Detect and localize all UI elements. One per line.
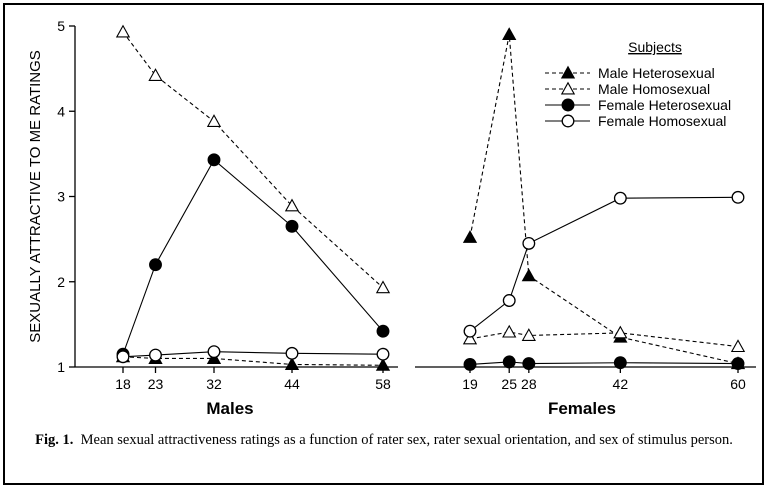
data-point-female-homosexual [285, 346, 299, 360]
x-axis-label-2: Females [548, 399, 616, 418]
data-point-male-homosexual [375, 280, 391, 294]
x-tick-label: 42 [613, 376, 629, 392]
y-tick-label: 2 [57, 274, 65, 290]
x-tick-label: 23 [148, 376, 164, 392]
data-point-male-homosexual [502, 324, 517, 338]
y-tick-label: 1 [57, 359, 65, 375]
data-point-female-homosexual [522, 236, 536, 250]
data-point-female-heterosexual [285, 219, 299, 233]
x-tick-label: 18 [115, 376, 131, 392]
data-point-female-homosexual [502, 294, 516, 307]
series-line-female-homosexual [122, 351, 384, 358]
data-point-female-heterosexual [731, 357, 745, 371]
legend-entry: Male Homosexual [598, 81, 710, 97]
y-axis-label: SEXUALLY ATTRACTIVE TO ME RATINGS [27, 50, 44, 343]
x-axis-label-1: Males [206, 399, 253, 418]
caption-text: Mean sexual attractiveness ratings as a … [80, 432, 733, 448]
y-tick-label: 3 [57, 189, 65, 205]
x-tick-label: 19 [462, 376, 478, 392]
data-point-female-homosexual [116, 350, 130, 364]
legend-entry: Female Heterosexual [598, 97, 731, 113]
data-point-female-heterosexual [463, 357, 477, 371]
x-tick-label: 28 [521, 376, 537, 392]
data-point-male-homosexual [284, 198, 300, 212]
data-point-female-heterosexual [561, 98, 575, 112]
figure-caption: Fig. 1. Mean sexual attractiveness ratin… [14, 432, 754, 449]
data-point-male-heterosexual [502, 27, 517, 41]
data-point-female-homosexual [731, 190, 745, 204]
y-tick-label: 5 [57, 18, 65, 34]
data-point-female-homosexual [463, 324, 477, 338]
data-point-female-heterosexual [207, 153, 221, 167]
data-point-female-homosexual [376, 347, 390, 361]
x-tick-label: 60 [730, 376, 746, 392]
data-point-male-homosexual [462, 331, 478, 345]
data-point-female-homosexual [613, 191, 627, 205]
data-point-male-homosexual [560, 81, 576, 95]
data-point-female-heterosexual [149, 258, 162, 272]
series-line-female-homosexual [469, 196, 739, 332]
legend-title: Subjects [628, 39, 682, 55]
data-point-female-heterosexual [613, 356, 627, 370]
caption-label: Fig. 1. [35, 432, 74, 448]
series-line-male-homosexual [122, 31, 384, 289]
legend-entry: Male Heterosexual [598, 65, 715, 81]
figure-frame [3, 3, 764, 485]
data-point-male-homosexual [730, 339, 746, 353]
x-tick-label: 32 [206, 376, 222, 392]
data-point-female-homosexual [149, 348, 162, 362]
legend-entry: Female Homosexual [598, 113, 726, 129]
series-line-female-heterosexual [122, 158, 384, 355]
data-point-male-heterosexual [462, 230, 478, 243]
data-point-male-heterosexual [560, 65, 576, 79]
x-tick-label: 44 [284, 376, 300, 392]
data-point-male-heterosexual [375, 357, 391, 371]
data-point-female-heterosexual [522, 357, 536, 371]
data-point-female-heterosexual [376, 324, 390, 338]
series-line-male-heterosexual [122, 356, 384, 366]
data-point-male-homosexual [148, 68, 163, 81]
data-point-male-homosexual [206, 114, 222, 127]
x-tick-label: 25 [501, 376, 517, 392]
data-point-female-heterosexual [502, 355, 516, 369]
data-point-male-homosexual [613, 325, 628, 339]
data-point-female-homosexual [561, 114, 575, 128]
x-tick-label: 58 [375, 376, 391, 392]
y-tick-label: 4 [57, 103, 65, 119]
data-point-male-heterosexual [284, 357, 300, 370]
data-point-male-homosexual [115, 24, 131, 38]
data-point-female-homosexual [207, 345, 221, 359]
data-point-male-heterosexual [521, 268, 536, 282]
data-point-male-homosexual [521, 328, 536, 341]
